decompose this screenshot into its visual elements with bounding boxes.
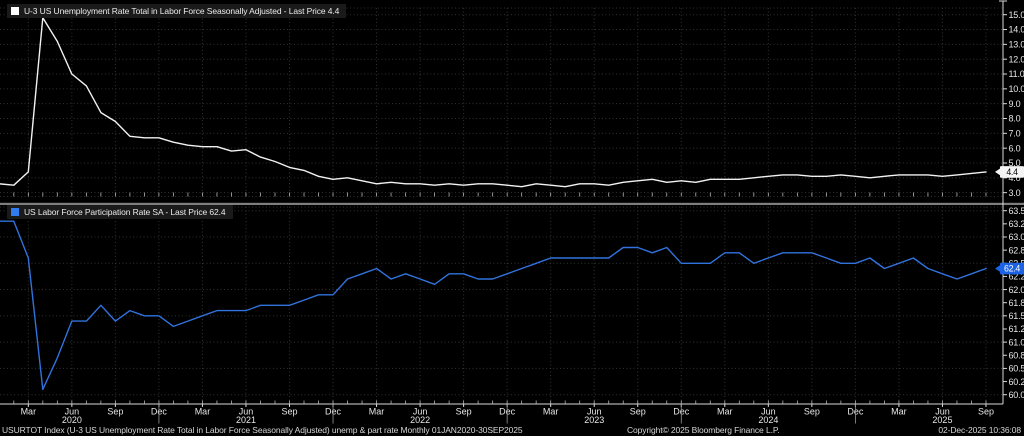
participation-series-marker-icon <box>11 208 19 216</box>
x-axis: Mar Jun Sep Dec Mar Jun Sep Dec Mar Jun Sep Dec Mar J… <box>0 400 1003 425</box>
gridlines-bottom <box>0 206 1003 404</box>
svg-text:10.0: 10.0 <box>1009 84 1024 94</box>
svg-text:60.5: 60.5 <box>1009 364 1024 374</box>
svg-text:9.0: 9.0 <box>1009 99 1021 109</box>
last-price-badge-bottom: 62.4 <box>995 262 1024 275</box>
svg-text:60.2: 60.2 <box>1009 377 1024 387</box>
legend-unemployment-label: U-3 US Unemployment Rate Total in Labor … <box>24 6 340 16</box>
svg-text:Mar: Mar <box>891 407 907 417</box>
series-line-top <box>0 17 987 188</box>
svg-text:61.8: 61.8 <box>1009 298 1024 308</box>
svg-text:Sep: Sep <box>978 407 994 417</box>
svg-text:Jun: Jun <box>761 407 776 417</box>
svg-text:62.0: 62.0 <box>1009 285 1024 295</box>
svg-text:62.2: 62.2 <box>1009 272 1024 282</box>
svg-text:60.8: 60.8 <box>1009 350 1024 360</box>
svg-text:5.0: 5.0 <box>1009 158 1021 168</box>
svg-text:2024: 2024 <box>758 415 778 425</box>
svg-text:Jun: Jun <box>935 407 950 417</box>
svg-text:Sep: Sep <box>804 407 820 417</box>
last-price-badge-top: 4.4 <box>995 166 1024 178</box>
svg-text:13.0: 13.0 <box>1009 40 1024 50</box>
svg-text:Jun: Jun <box>239 407 254 417</box>
svg-text:62.8: 62.8 <box>1009 245 1024 255</box>
right-axis-labels-bottom: 63.563.263.062.862.562.262.061.861.561.2… <box>1003 206 1024 400</box>
svg-text:7.0: 7.0 <box>1009 129 1021 139</box>
legend-unemployment[interactable]: U-3 US Unemployment Rate Total in Labor … <box>7 4 347 18</box>
svg-text:Sep: Sep <box>107 407 123 417</box>
panel-separator <box>0 192 1024 205</box>
svg-text:2020: 2020 <box>62 415 82 425</box>
status-bar-copyright: Copyright© 2025 Bloomberg Finance L.P. <box>627 425 780 435</box>
svg-text:2023: 2023 <box>584 415 604 425</box>
svg-text:11.0: 11.0 <box>1009 69 1024 79</box>
svg-text:8.0: 8.0 <box>1009 114 1021 124</box>
right-axis <box>999 0 1007 404</box>
svg-text:3.0: 3.0 <box>1009 188 1021 198</box>
svg-text:Mar: Mar <box>543 407 559 417</box>
svg-text:6.0: 6.0 <box>1009 143 1021 153</box>
svg-text:60.0: 60.0 <box>1009 390 1024 400</box>
svg-text:63.5: 63.5 <box>1009 206 1024 216</box>
svg-text:62.4: 62.4 <box>1004 264 1020 274</box>
unemployment-series-marker-icon <box>11 7 19 15</box>
right-axis-labels-top: 15.014.013.012.011.010.09.08.07.06.05.04… <box>1003 10 1024 198</box>
svg-text:12.0: 12.0 <box>1009 54 1024 64</box>
svg-text:Mar: Mar <box>195 407 211 417</box>
svg-text:2025: 2025 <box>932 415 952 425</box>
svg-text:15.0: 15.0 <box>1009 10 1024 20</box>
gridlines-top <box>0 7 1003 197</box>
legend-participation[interactable]: US Labor Force Participation Rate SA - L… <box>7 205 233 219</box>
series-line-bottom <box>0 220 987 391</box>
svg-text:4.0: 4.0 <box>1009 173 1021 183</box>
svg-text:61.0: 61.0 <box>1009 337 1024 347</box>
plot-area-bottom[interactable] <box>0 207 1003 404</box>
status-bar-datetime: 02-Dec-2025 10:36:08 <box>938 425 1021 435</box>
svg-text:Sep: Sep <box>281 407 297 417</box>
plot-area-top[interactable] <box>0 8 1003 197</box>
svg-text:14.0: 14.0 <box>1009 25 1024 35</box>
svg-text:Mar: Mar <box>21 407 37 417</box>
status-bar-security-info: USURTOT Index (U-3 US Unemployment Rate … <box>2 425 523 435</box>
svg-text:61.2: 61.2 <box>1009 324 1024 334</box>
svg-text:4.4: 4.4 <box>1006 167 1018 177</box>
svg-text:Jun: Jun <box>65 407 80 417</box>
svg-text:Mar: Mar <box>717 407 733 417</box>
svg-text:61.5: 61.5 <box>1009 311 1024 321</box>
svg-text:Sep: Sep <box>630 407 646 417</box>
svg-text:2021: 2021 <box>236 415 256 425</box>
svg-text:Sep: Sep <box>456 407 472 417</box>
svg-text:2022: 2022 <box>410 415 430 425</box>
svg-text:Jun: Jun <box>587 407 602 417</box>
svg-text:Mar: Mar <box>369 407 385 417</box>
svg-text:Jun: Jun <box>413 407 428 417</box>
svg-text:63.2: 63.2 <box>1009 219 1024 229</box>
svg-text:63.0: 63.0 <box>1009 232 1024 242</box>
legend-participation-label: US Labor Force Participation Rate SA - L… <box>24 207 226 217</box>
